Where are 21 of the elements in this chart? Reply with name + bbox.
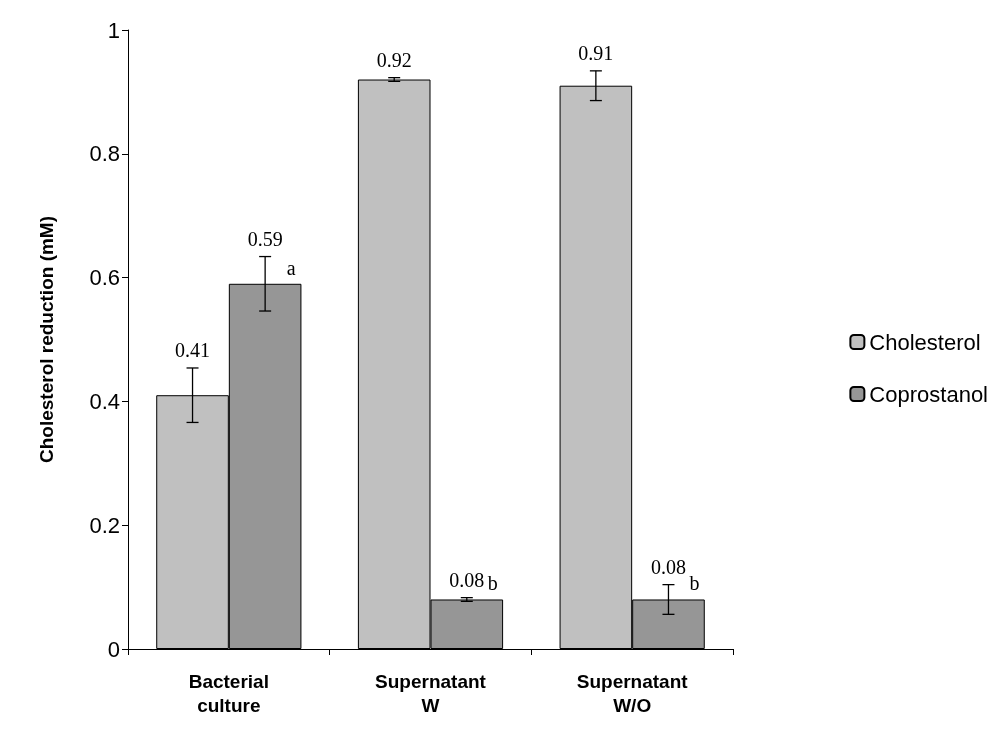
y-tick-label: 0.8 [89,141,120,167]
y-tick-label: 0.4 [89,388,120,414]
data-label: 0.59 [247,227,283,250]
annotation: a [286,256,296,279]
data-label: 0.41 [175,338,211,361]
legend-label: Coprostanol [869,381,989,407]
data-label: 0.91 [578,41,614,64]
annotation: b [487,572,498,595]
y-tick-label: 0.6 [89,265,120,291]
x-tick-label: Supernatant W [375,670,487,716]
x-tick-label: Supernatant W/O [576,670,689,716]
annotation: b [689,572,700,595]
y-tick-label: 0.2 [89,512,120,538]
y-tick-label: 0 [107,636,120,662]
data-label: 0.92 [376,48,412,71]
data-label: 0.08 [449,568,485,591]
data-label: 0.08 [650,555,686,578]
legend-label: Cholesterol [869,329,981,355]
x-tick-label: Bacterial culture [188,670,269,716]
y-axis-title: Cholesterol reduction (mM) [36,215,57,464]
y-tick-label: 1 [107,17,120,43]
